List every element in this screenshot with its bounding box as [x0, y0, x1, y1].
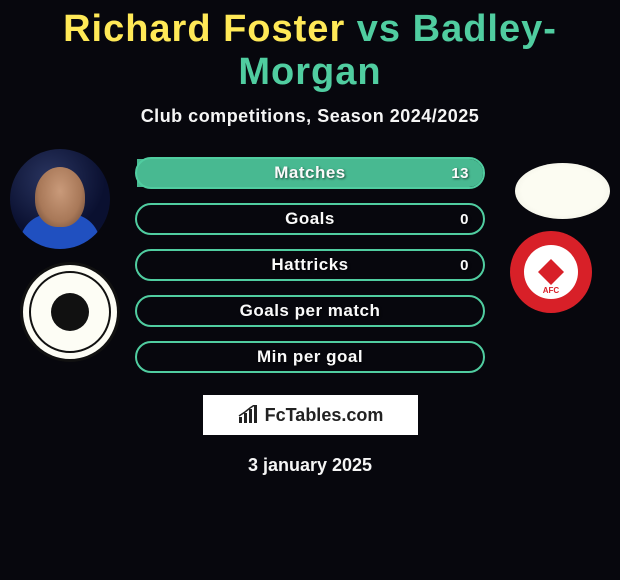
brand-text: FcTables.com [265, 405, 384, 426]
stat-label: Min per goal [257, 347, 363, 367]
stat-value-right: 0 [460, 257, 469, 274]
stat-label: Goals per match [240, 301, 381, 321]
stat-row: Matches 13 [135, 157, 485, 189]
stat-row: Goals per match [135, 295, 485, 327]
stat-value-right: 0 [460, 211, 469, 228]
player2-avatar [515, 163, 610, 219]
stat-value-right: 13 [451, 165, 469, 182]
stat-label: Hattricks [271, 255, 348, 275]
subtitle: Club competitions, Season 2024/2025 [0, 106, 620, 127]
vs-text: vs [357, 8, 401, 50]
club2-badge: AFC [510, 231, 592, 313]
club1-badge [20, 262, 120, 362]
date-text: 3 january 2025 [0, 455, 620, 476]
stat-label: Matches [274, 163, 346, 183]
stat-row: Hattricks 0 [135, 249, 485, 281]
brand-logo: FcTables.com [203, 395, 418, 435]
stat-row: Min per goal [135, 341, 485, 373]
player1-name: Richard Foster [63, 8, 345, 50]
comparison-area: AFC Matches 13 Goals 0 Hattricks 0 Goals per m… [0, 157, 620, 373]
chart-icon [237, 405, 261, 425]
player1-avatar [10, 149, 110, 249]
stats-list: Matches 13 Goals 0 Hattricks 0 Goals per match… [135, 157, 485, 373]
stat-row: Goals 0 [135, 203, 485, 235]
page-title: Richard Foster vs Badley-Morgan [0, 0, 620, 94]
stat-label: Goals [285, 209, 335, 229]
